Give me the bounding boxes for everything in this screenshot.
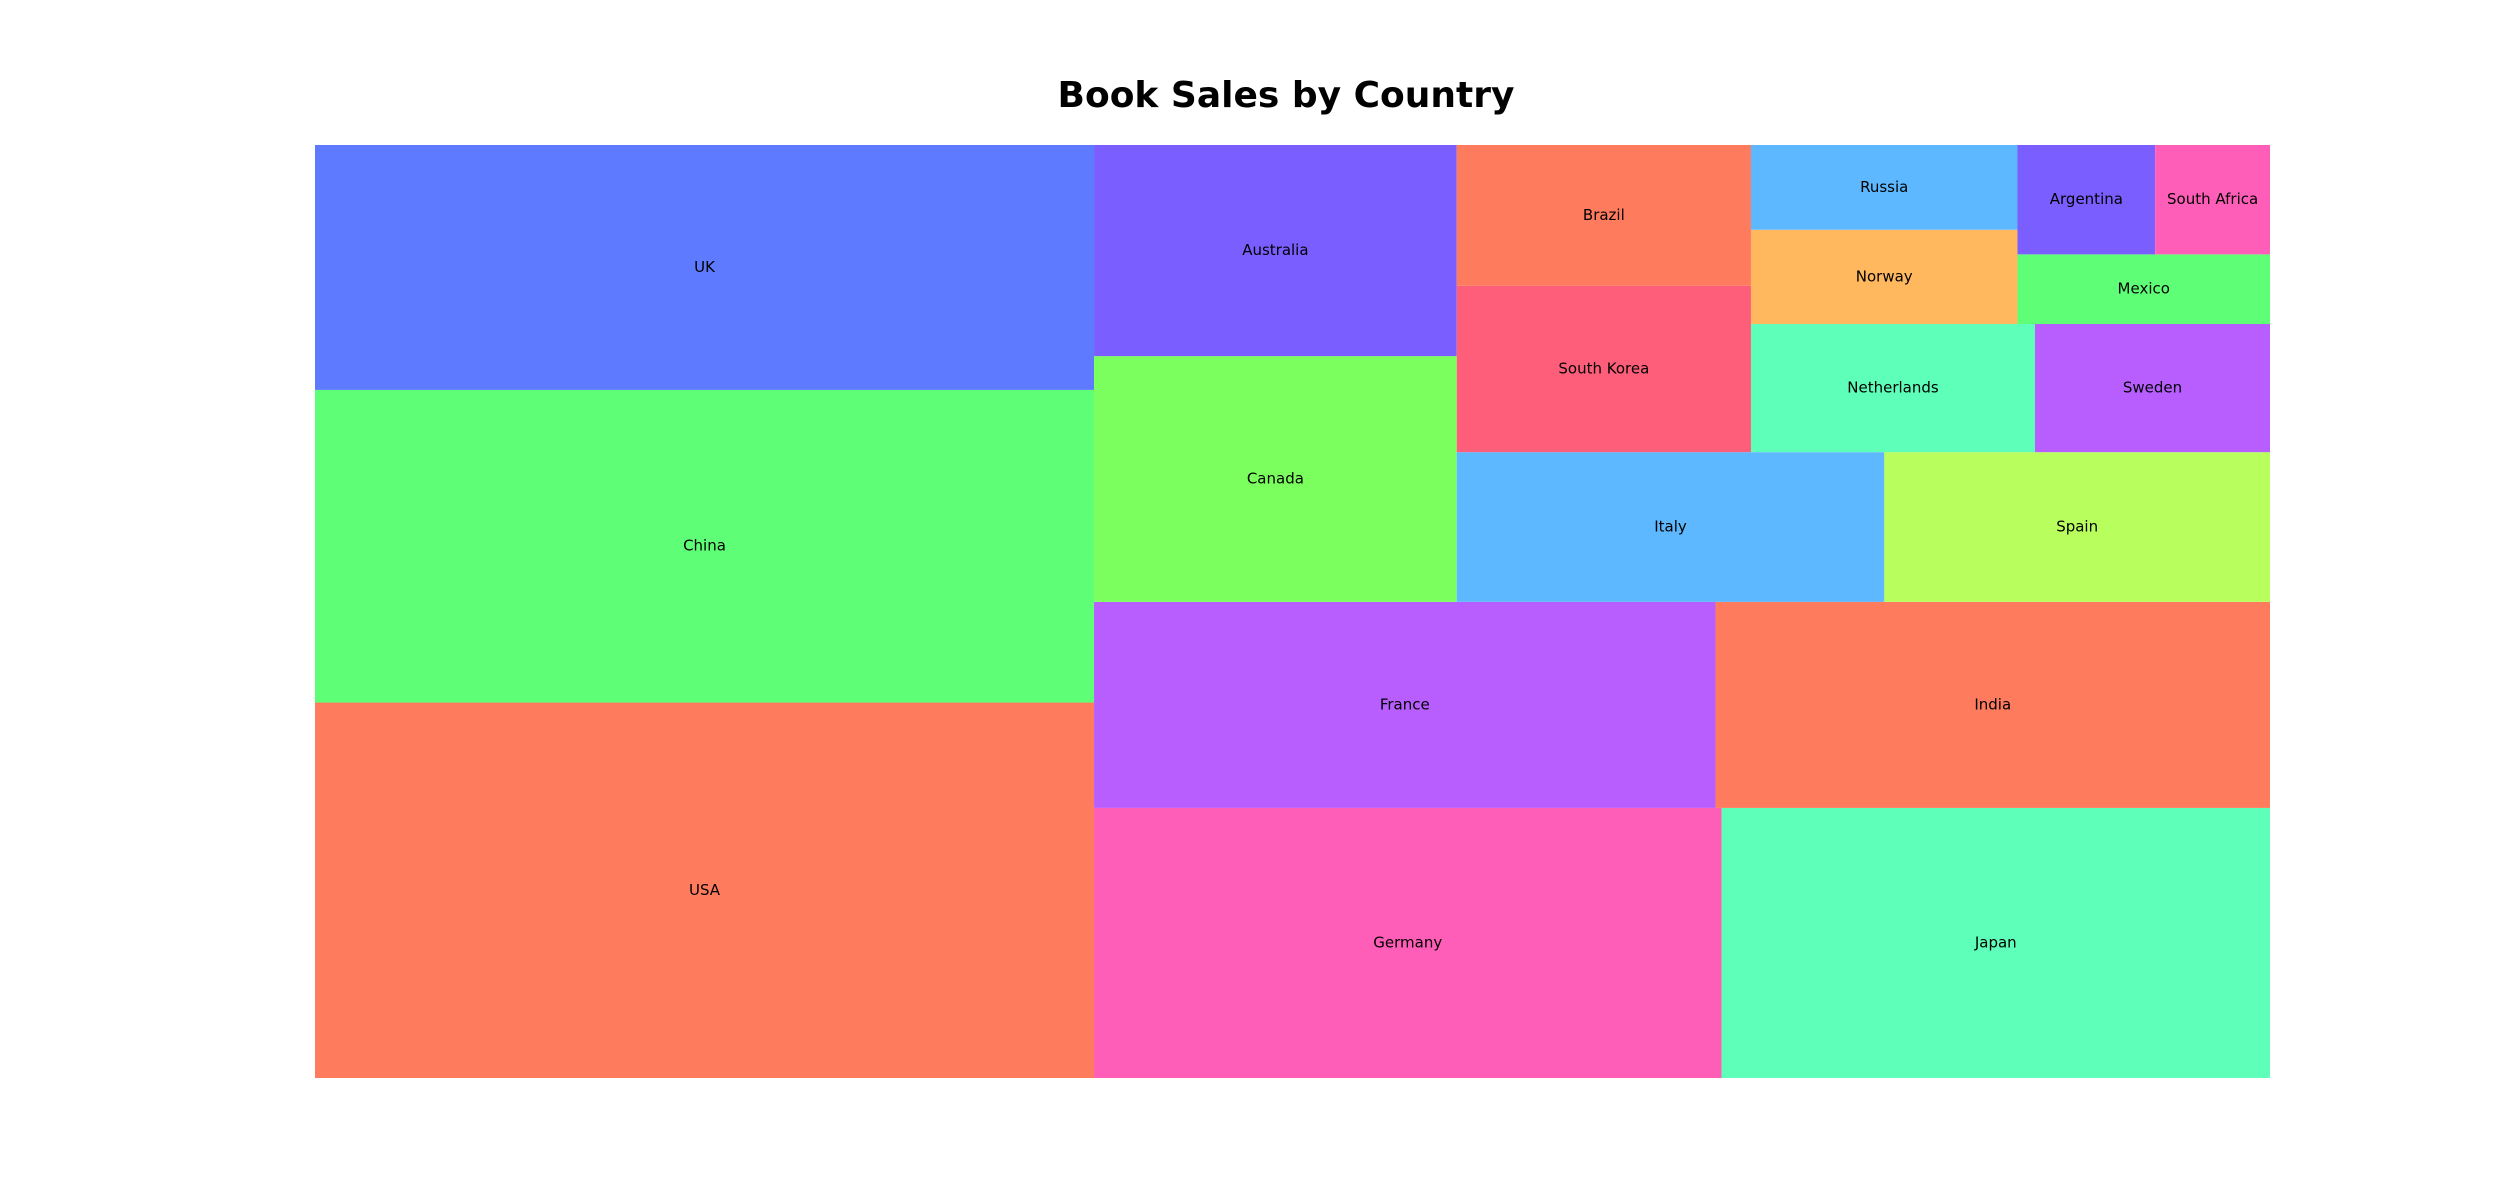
tile-label-germany: Germany xyxy=(1373,933,1442,951)
tile-label-south-africa: South Africa xyxy=(2167,190,2258,208)
chart-title: Book Sales by Country xyxy=(1057,75,1515,116)
tile-rect-australia xyxy=(1094,145,1457,357)
tile-germany: Germany xyxy=(1094,807,1722,1078)
tile-label-brazil: Brazil xyxy=(1583,206,1625,224)
tile-label-argentina: Argentina xyxy=(2050,190,2123,208)
tile-rect-south-korea xyxy=(1456,285,1751,453)
tile-label-italy: Italy xyxy=(1654,518,1687,536)
tile-rect-south-africa xyxy=(2155,145,2270,255)
tile-rect-spain xyxy=(1884,452,2270,602)
tile-label-spain: Spain xyxy=(2056,518,2098,536)
tile-rect-argentina xyxy=(2017,145,2156,255)
tile-label-france: France xyxy=(1380,695,1430,713)
tile-france: France xyxy=(1094,601,1716,808)
tile-rect-norway xyxy=(1750,229,2018,324)
tile-usa: USA xyxy=(315,702,1095,1078)
tile-spain: Spain xyxy=(1884,452,2270,602)
tile-mexico: Mexico xyxy=(2017,254,2270,324)
tile-label-russia: Russia xyxy=(1860,178,1908,196)
tile-rect-brazil xyxy=(1456,145,1751,286)
tile-rect-italy xyxy=(1456,452,1885,602)
tile-label-india: India xyxy=(1974,695,2011,713)
tile-rect-germany xyxy=(1094,807,1722,1078)
tile-south-africa: South Africa xyxy=(2155,145,2270,255)
tile-label-mexico: Mexico xyxy=(2118,280,2170,298)
tile-rect-netherlands xyxy=(1750,323,2035,453)
tile-south-korea: South Korea xyxy=(1456,285,1751,453)
tile-russia: Russia xyxy=(1750,145,2018,230)
tile-rect-france xyxy=(1094,601,1716,808)
tile-rect-uk xyxy=(315,145,1095,390)
tile-japan: Japan xyxy=(1721,807,2270,1078)
tile-rect-mexico xyxy=(2017,254,2270,324)
tile-brazil: Brazil xyxy=(1456,145,1751,286)
tile-china: China xyxy=(315,389,1095,703)
tile-sweden: Sweden xyxy=(2034,323,2270,453)
tile-netherlands: Netherlands xyxy=(1750,323,2035,453)
tile-rect-usa xyxy=(315,702,1095,1078)
tile-label-netherlands: Netherlands xyxy=(1847,379,1939,397)
tile-argentina: Argentina xyxy=(2017,145,2156,255)
tile-uk: UK xyxy=(315,145,1095,390)
tile-label-sweden: Sweden xyxy=(2123,379,2182,397)
tile-rect-china xyxy=(315,389,1095,703)
tile-norway: Norway xyxy=(1750,229,2018,324)
tile-italy: Italy xyxy=(1456,452,1885,602)
tile-label-australia: Australia xyxy=(1242,241,1308,259)
tile-rect-canada xyxy=(1094,356,1457,602)
tile-label-canada: Canada xyxy=(1247,470,1304,488)
tile-rect-russia xyxy=(1750,145,2018,230)
tile-label-china: China xyxy=(683,537,726,555)
tile-label-south-korea: South Korea xyxy=(1558,359,1649,377)
tile-rect-india xyxy=(1715,601,2270,808)
tile-label-uk: UK xyxy=(694,258,716,276)
tile-label-usa: USA xyxy=(689,881,721,899)
tile-label-norway: Norway xyxy=(1856,267,1913,285)
tile-rect-sweden xyxy=(2034,323,2270,453)
tile-australia: Australia xyxy=(1094,145,1457,357)
tile-label-japan: Japan xyxy=(1974,933,2017,951)
tile-india: India xyxy=(1715,601,2270,808)
tile-rect-japan xyxy=(1721,807,2270,1078)
tile-canada: Canada xyxy=(1094,356,1457,602)
